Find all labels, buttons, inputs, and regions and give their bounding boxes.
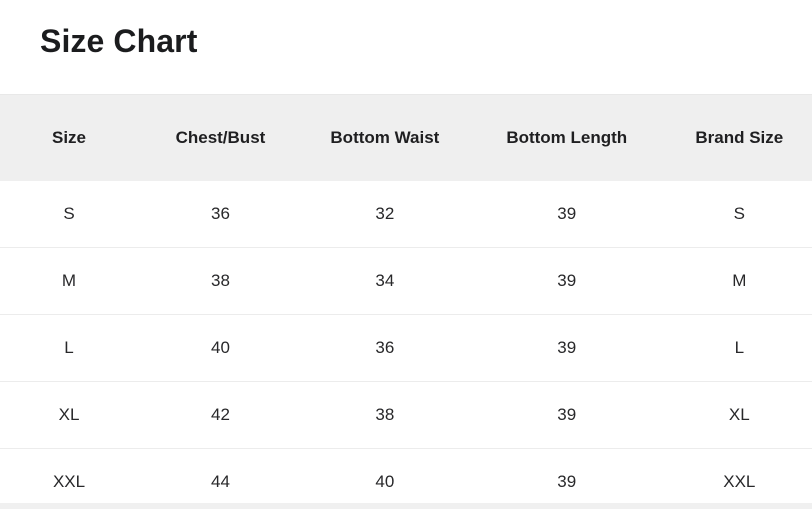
cell-brand-size: S bbox=[667, 181, 812, 248]
cell-chest-bust: 42 bbox=[138, 382, 303, 449]
cell-size: L bbox=[0, 315, 138, 382]
size-chart-table: Size Chest/Bust Bottom Waist Bottom Leng… bbox=[0, 94, 812, 515]
table-header-row: Size Chest/Bust Bottom Waist Bottom Leng… bbox=[0, 95, 812, 182]
table-row-s: S 36 32 39 S bbox=[0, 181, 812, 248]
cell-bottom-waist: 38 bbox=[303, 382, 467, 449]
column-header-bottom-length: Bottom Length bbox=[467, 95, 667, 182]
table-body: S 36 32 39 S M 38 34 39 M L 40 36 39 L X… bbox=[0, 181, 812, 515]
table-row-l: L 40 36 39 L bbox=[0, 315, 812, 382]
column-header-brand-size: Brand Size bbox=[667, 95, 812, 182]
cell-size: S bbox=[0, 181, 138, 248]
cell-chest-bust: 38 bbox=[138, 248, 303, 315]
cell-chest-bust: 40 bbox=[138, 315, 303, 382]
column-header-size: Size bbox=[0, 95, 138, 182]
cell-bottom-waist: 32 bbox=[303, 181, 467, 248]
column-header-chest-bust: Chest/Bust bbox=[138, 95, 303, 182]
cell-bottom-length: 39 bbox=[467, 248, 667, 315]
table-row-m: M 38 34 39 M bbox=[0, 248, 812, 315]
cell-bottom-length: 39 bbox=[467, 315, 667, 382]
table-header: Size Chest/Bust Bottom Waist Bottom Leng… bbox=[0, 95, 812, 182]
table-row-xl: XL 42 38 39 XL bbox=[0, 382, 812, 449]
cell-bottom-length: 39 bbox=[467, 382, 667, 449]
column-header-bottom-waist: Bottom Waist bbox=[303, 95, 467, 182]
cell-size: M bbox=[0, 248, 138, 315]
cell-chest-bust: 36 bbox=[138, 181, 303, 248]
cell-bottom-length: 39 bbox=[467, 181, 667, 248]
cell-brand-size: XL bbox=[667, 382, 812, 449]
cell-bottom-waist: 34 bbox=[303, 248, 467, 315]
cell-brand-size: L bbox=[667, 315, 812, 382]
page-title: Size Chart bbox=[40, 22, 197, 60]
cell-brand-size: M bbox=[667, 248, 812, 315]
cell-bottom-waist: 36 bbox=[303, 315, 467, 382]
cell-size: XL bbox=[0, 382, 138, 449]
bottom-section-divider bbox=[0, 503, 812, 509]
